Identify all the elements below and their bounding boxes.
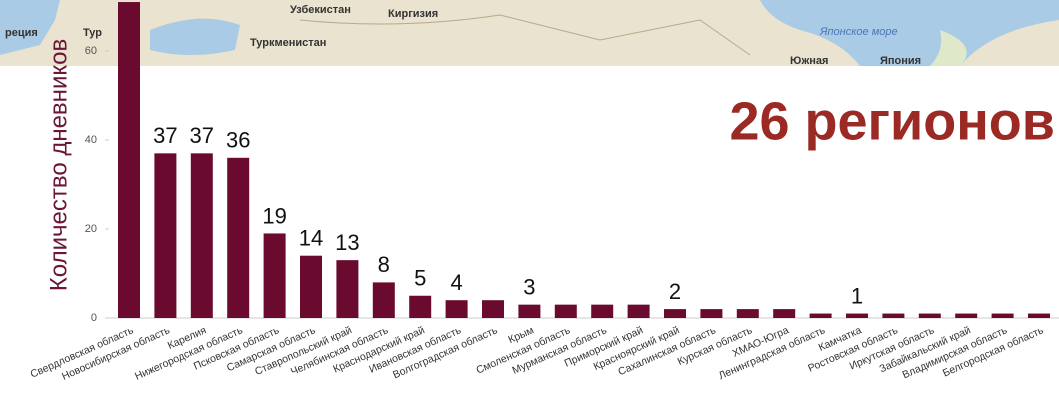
bar — [919, 314, 941, 318]
map-label: Туркменистан — [250, 37, 326, 49]
map-label: Тур — [83, 27, 102, 39]
y-tick-label: 20 — [85, 223, 97, 235]
value-label: 13 — [335, 230, 359, 255]
value-label: 19 — [262, 203, 286, 228]
bar — [737, 309, 759, 318]
bar — [336, 260, 358, 318]
map-label: Южная — [790, 55, 828, 67]
bar — [846, 314, 868, 318]
y-tick-label: 40 — [85, 134, 97, 146]
bar — [191, 153, 213, 318]
bar — [1028, 314, 1050, 318]
bar — [700, 309, 722, 318]
y-tick-label: 60 — [85, 45, 97, 57]
bar — [992, 314, 1014, 318]
bar — [955, 314, 977, 318]
value-label: 2 — [669, 279, 681, 304]
value-label: 37 — [153, 123, 177, 148]
bar — [628, 305, 650, 318]
map-label: реция — [5, 27, 38, 39]
bar — [518, 305, 540, 318]
chart-title: 26 регионов — [729, 91, 1055, 151]
value-label: 37 — [190, 123, 214, 148]
bar — [373, 282, 395, 318]
bar — [409, 296, 431, 318]
value-label: 5 — [414, 266, 426, 291]
map-label: Узбекистан — [290, 4, 351, 16]
map-label: Японское море — [819, 26, 898, 38]
value-label: 3 — [523, 274, 535, 299]
bar — [482, 300, 504, 318]
bar — [591, 305, 613, 318]
map-label: Япония — [880, 55, 921, 67]
bar — [118, 2, 140, 318]
bar — [227, 158, 249, 318]
bar — [300, 256, 322, 318]
value-label: 8 — [378, 252, 390, 277]
bar — [882, 314, 904, 318]
bar — [264, 233, 286, 318]
bar — [664, 309, 686, 318]
bar — [773, 309, 795, 318]
value-label: 4 — [450, 270, 462, 295]
bar — [555, 305, 577, 318]
bar — [154, 153, 176, 318]
map-label: Киргизия — [388, 8, 438, 20]
map-background: реция Тур Узбекистан Киргизия Туркменист… — [0, 0, 1059, 67]
y-axis-label: Количество дневников — [45, 39, 72, 291]
bar — [446, 300, 468, 318]
y-tick-label: 0 — [91, 312, 97, 324]
chart: реция Тур Узбекистан Киргизия Туркменист… — [0, 0, 1059, 404]
value-label: 1 — [851, 283, 863, 308]
value-label: 36 — [226, 128, 250, 153]
value-label: 14 — [299, 226, 323, 251]
bar — [810, 314, 832, 318]
